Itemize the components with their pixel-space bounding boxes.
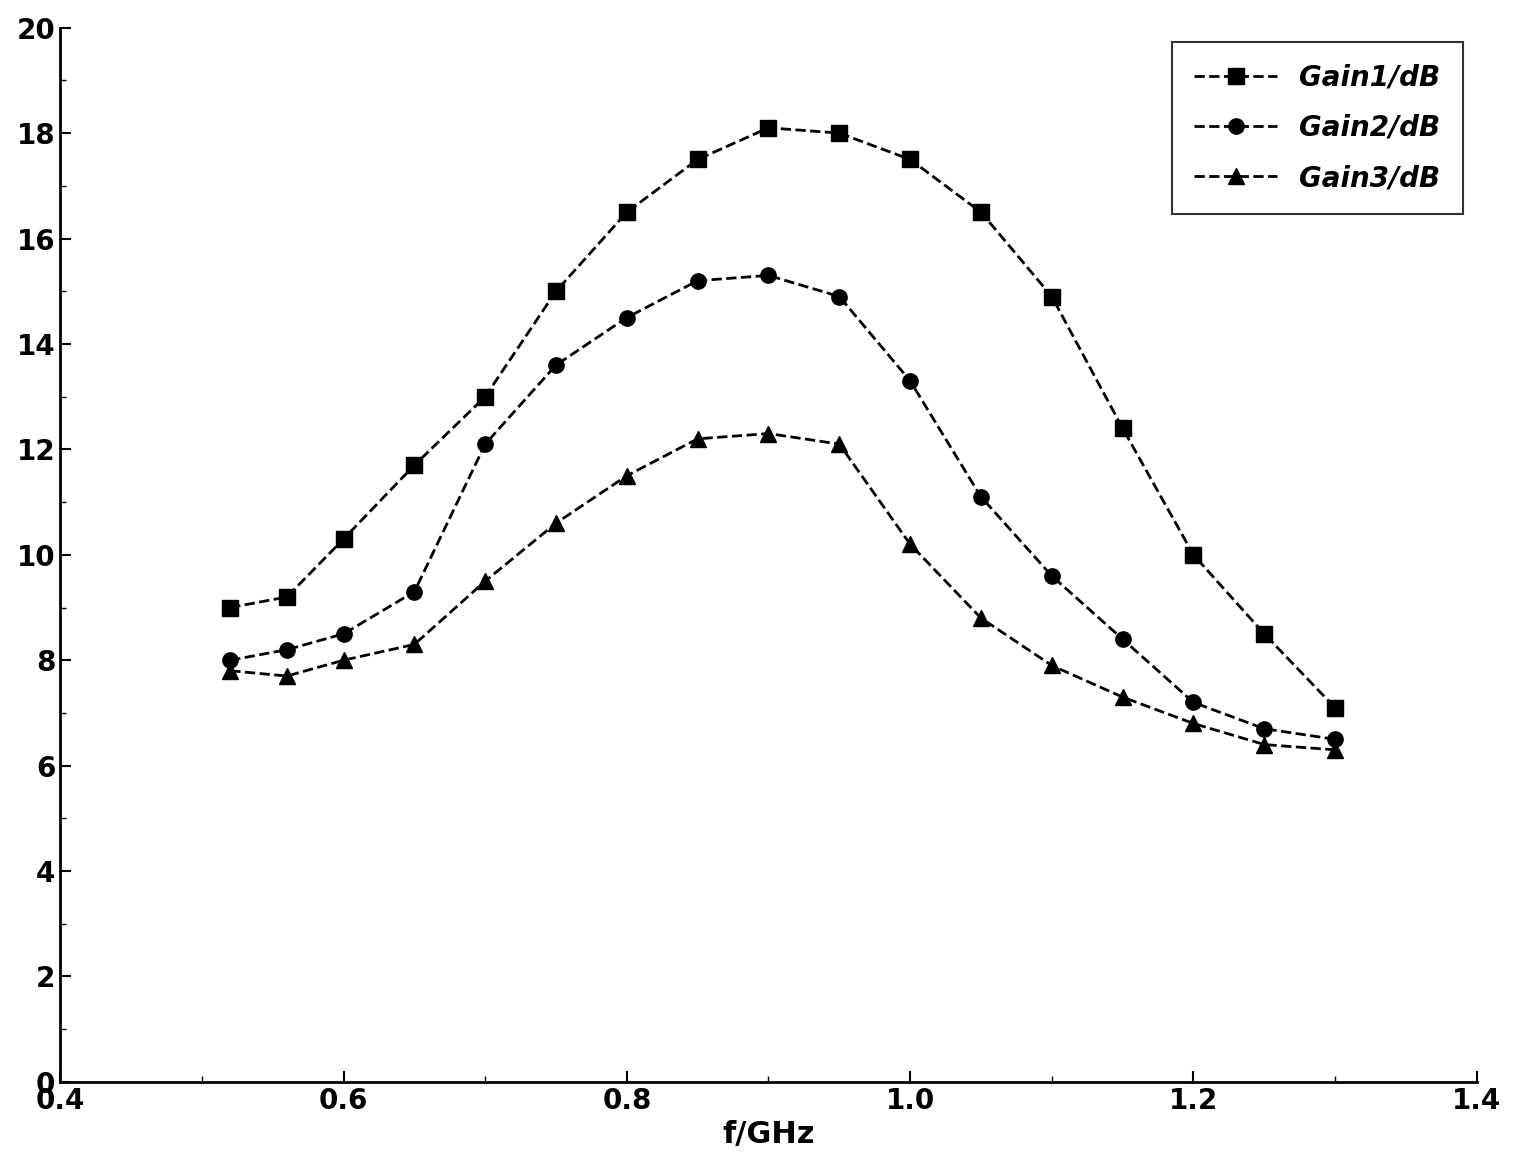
X-axis label: f/GHz: f/GHz bbox=[723, 1121, 815, 1150]
Legend: Gain1/dB, Gain2/dB, Gain3/dB: Gain1/dB, Gain2/dB, Gain3/dB bbox=[1172, 42, 1463, 215]
